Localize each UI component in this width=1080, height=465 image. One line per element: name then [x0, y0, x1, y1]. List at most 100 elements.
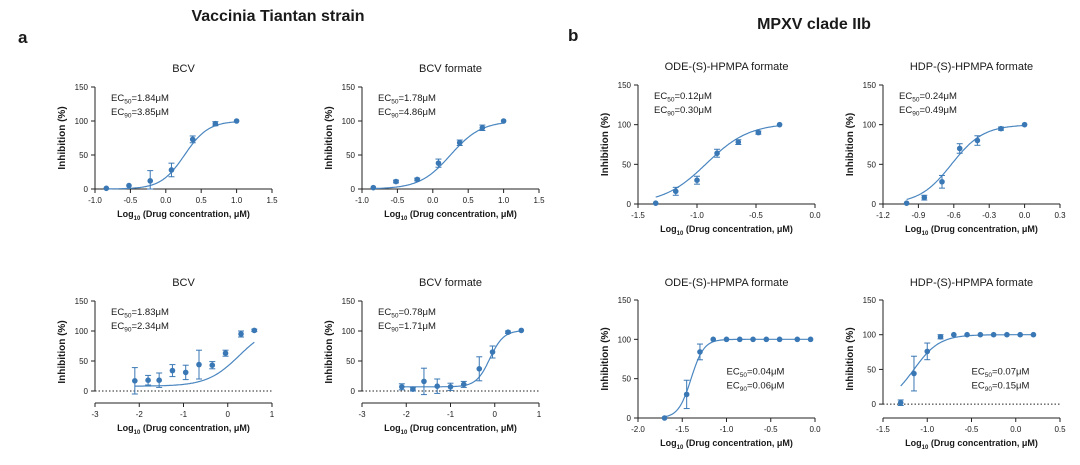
x-tick-label: 0.0	[809, 425, 821, 434]
data-point	[447, 384, 454, 390]
x-axis-label-sub: 10	[401, 216, 408, 222]
x-tick-label: -1.0	[690, 211, 704, 220]
fit-curve	[134, 341, 255, 387]
ec50-label-value: 1.78μM	[404, 93, 436, 104]
ec50-label: EC50=1.78μM	[378, 93, 436, 106]
y-tick-label: 100	[75, 117, 89, 126]
x-axis-label-log: Log	[905, 224, 922, 234]
fit-curve	[373, 122, 504, 190]
ec-prefix: EC	[727, 366, 740, 377]
data-point	[196, 361, 202, 368]
ec90-label-value: 1.71μM	[404, 321, 436, 332]
ec-equals: =	[919, 105, 925, 116]
y-tick-label: 100	[75, 327, 89, 336]
ec50-label-value: 1.84μM	[137, 93, 169, 104]
ec50-label: EC50=1.84μM	[111, 93, 169, 106]
ec90-label-value: 0.06μM	[753, 380, 785, 391]
data-point	[714, 150, 720, 157]
data-point	[723, 336, 730, 343]
x-axis-label-rest: (Drug concentration, μM)	[140, 209, 250, 219]
ec-subscript: 50	[912, 97, 920, 104]
ec-subscript: 50	[391, 99, 399, 106]
x-axis-label: Log10 (Drug concentration, μM)	[117, 209, 250, 222]
data-point	[209, 362, 216, 369]
fit-curve	[655, 125, 780, 198]
x-axis-label-log: Log	[384, 423, 401, 433]
fit-curve	[106, 121, 237, 190]
ec-subscript: 50	[740, 372, 748, 379]
ec90-label-value: 0.30μM	[680, 105, 712, 116]
x-axis-label-rest: (Drug concentration, μM)	[140, 423, 250, 433]
x-tick-label: 1.0	[498, 196, 510, 205]
x-tick-label: 1.5	[266, 196, 278, 205]
y-tick-label: 50	[622, 375, 631, 384]
ec-subscript: 50	[124, 313, 132, 320]
data-point	[518, 327, 525, 334]
ec-prefix: EC	[111, 93, 124, 104]
y-tick-label: 100	[618, 121, 632, 130]
ec90-label: EC90=4.86μM	[378, 107, 436, 120]
x-tick-label: -1	[447, 410, 455, 419]
y-tick-label: 150	[618, 296, 632, 305]
x-axis-label-log: Log	[117, 423, 134, 433]
fit-curve	[401, 330, 522, 388]
x-axis-label-log: Log	[660, 438, 677, 448]
data-point	[921, 194, 928, 201]
ec-prefix: EC	[654, 91, 667, 102]
data-point	[103, 185, 110, 192]
y-axis-label: Inhibition (%)	[57, 320, 68, 383]
y-tick-label: 150	[342, 297, 356, 306]
ec-subscript: 90	[985, 386, 993, 393]
x-tick-label: -3	[91, 410, 99, 419]
x-tick-label: -2	[403, 410, 411, 419]
data-point	[924, 348, 931, 355]
ec-prefix: EC	[899, 91, 912, 102]
y-tick-label: 100	[618, 335, 632, 344]
ec90-label: EC90=0.49μM	[899, 105, 957, 118]
ec-subscript: 90	[391, 327, 399, 334]
y-tick-label: 0	[351, 387, 356, 396]
data-point	[974, 137, 981, 144]
data-point	[399, 384, 405, 390]
ec-equals: =	[398, 321, 404, 332]
y-tick-label: 100	[863, 331, 877, 340]
ec-subscript: 90	[740, 386, 748, 393]
ec-subscript: 50	[391, 313, 399, 320]
data-point	[1017, 331, 1023, 338]
ec50-label: EC50=0.78μM	[378, 307, 436, 320]
data-point	[500, 118, 507, 124]
ec-prefix: EC	[378, 307, 391, 318]
y-axis-label: Inhibition (%)	[600, 113, 611, 176]
data-point	[370, 184, 377, 191]
ec50-label: EC50=1.83μM	[111, 307, 169, 320]
data-point	[776, 121, 783, 128]
y-axis-label: Inhibition (%)	[845, 113, 856, 176]
ec-equals: =	[674, 91, 680, 102]
data-point	[238, 331, 244, 337]
data-point	[694, 177, 700, 183]
data-point	[222, 350, 229, 357]
x-tick-label: -2.0	[631, 425, 645, 434]
ec-equals: =	[747, 366, 753, 377]
ec-prefix: EC	[654, 105, 667, 116]
chart-2: BCV formate 0 50 100 150 -1.0 -0.5 0.0 0.5 1.0 1.5…	[324, 63, 545, 222]
ec50-label: EC50=0.12μM	[654, 91, 712, 104]
data-point	[750, 336, 756, 343]
x-tick-label: -3	[358, 410, 366, 419]
ec-subscript: 50	[985, 372, 993, 379]
data-point	[990, 331, 997, 338]
data-point	[414, 176, 421, 183]
x-tick-label: -1.0	[920, 425, 934, 434]
x-axis-label-rest: (Drug concentration, μM)	[407, 209, 517, 219]
x-axis-label-sub: 10	[922, 231, 929, 237]
y-tick-label: 0	[627, 200, 632, 209]
ec90-label: EC90=0.15μM	[972, 380, 1030, 393]
ec90-label: EC90=1.71μM	[378, 321, 436, 334]
y-tick-label: 50	[867, 160, 876, 169]
chart-1: BCV 0 50 100 150 -1.0 -0.5 0.0 0.5 1.0 1.5 Inhibiti…	[57, 63, 278, 222]
ec-subscript: 90	[912, 111, 920, 118]
x-tick-label: -0.5	[124, 196, 138, 205]
ec-prefix: EC	[972, 380, 985, 391]
y-axis-label: Inhibition (%)	[324, 106, 335, 169]
